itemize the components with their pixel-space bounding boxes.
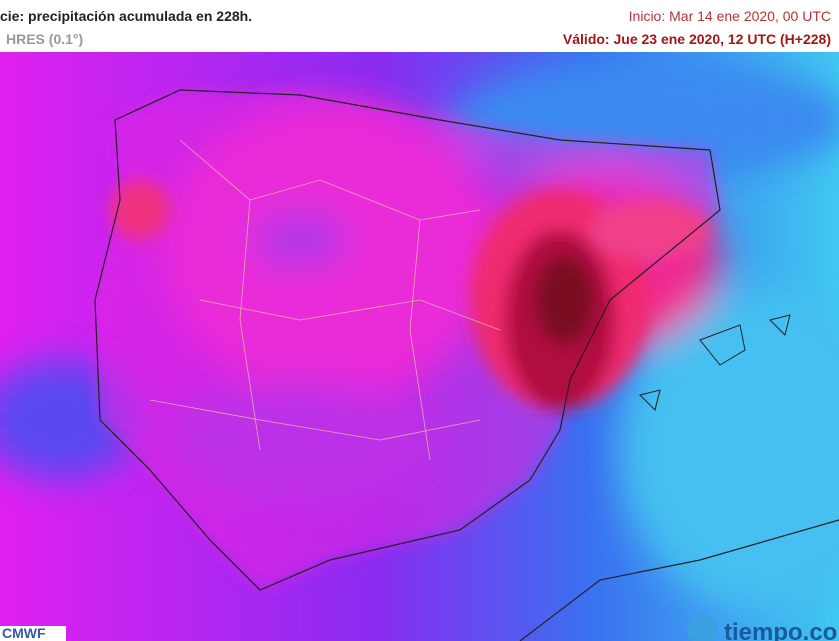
coastline xyxy=(94,89,721,591)
valid-time: Válido: Jue 23 ene 2020, 12 UTC (H+228) xyxy=(562,31,831,47)
source-label: CMWF xyxy=(2,625,46,641)
max-precip xyxy=(110,180,710,410)
source-box xyxy=(0,626,66,641)
balearic-islands xyxy=(639,314,791,411)
map-title: cie: precipitación acumulada en 228h. xyxy=(0,8,253,24)
borders xyxy=(149,139,501,461)
brand-icon xyxy=(687,615,717,641)
model-label: HRES (0.1°) xyxy=(6,31,84,47)
brand-label: tiempo.co xyxy=(724,619,837,641)
start-time: Inicio: Mar 14 ene 2020, 00 UTC xyxy=(628,8,831,24)
map: CMWF tiempo.co xyxy=(0,52,839,641)
africa-coast xyxy=(519,519,839,641)
